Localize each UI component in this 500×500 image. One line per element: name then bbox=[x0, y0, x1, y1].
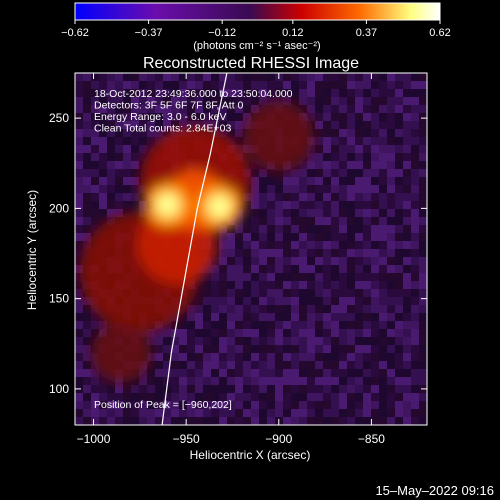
colorbar-tick-label: 0.12 bbox=[282, 27, 303, 39]
observation-info: 18-Oct-2012 23:49:36.000 to 23:50:04.000… bbox=[94, 88, 293, 135]
colorbar-tick-label: −0.62 bbox=[61, 27, 89, 39]
x-tick-label: −1000 bbox=[77, 432, 111, 446]
y-axis-ticks: 100 150 200 250 bbox=[49, 111, 427, 396]
x-axis-label: Heliocentric X (arcsec) bbox=[190, 448, 311, 462]
colorbar bbox=[74, 2, 441, 21]
heatmap bbox=[75, 73, 427, 425]
solar-limb-curve bbox=[161, 73, 228, 425]
info-line: 18-Oct-2012 23:49:36.000 to 23:50:04.000 bbox=[94, 88, 293, 100]
x-axis-ticks: −1000 −950 −900 −850 bbox=[77, 73, 385, 446]
info-line: Detectors: 3F 5F 6F 7F 8F, Att 0 bbox=[94, 100, 244, 112]
y-tick-label: 200 bbox=[49, 201, 69, 215]
colorbar-tick-label: 0.37 bbox=[356, 27, 377, 39]
y-tick-label: 100 bbox=[49, 382, 69, 396]
source-core bbox=[155, 192, 180, 217]
y-tick-label: 250 bbox=[49, 111, 69, 125]
y-tick-label: 150 bbox=[49, 292, 69, 306]
x-tick-label: −950 bbox=[173, 432, 200, 446]
source-core bbox=[207, 194, 232, 219]
colorbar-tick-label: −0.12 bbox=[208, 27, 236, 39]
info-line: Energy Range: 3.0 - 6.0 keV bbox=[94, 111, 227, 123]
x-tick-label: −900 bbox=[265, 432, 292, 446]
footer-timestamp: 15–May–2022 09:16 bbox=[375, 483, 494, 498]
colorbar-tick-label: −0.37 bbox=[135, 27, 163, 39]
colorbar-tick-label: 0.62 bbox=[429, 27, 450, 39]
colorbar-units: (photons cm⁻² s⁻¹ asec⁻²) bbox=[193, 40, 320, 52]
y-axis-label: Heliocentric Y (arcsec) bbox=[25, 190, 39, 310]
chart-title: Reconstructed RHESSI Image bbox=[143, 55, 359, 72]
info-line: Clean Total counts: 2.84E+03 bbox=[94, 123, 231, 135]
peak-position: Position of Peak = [−960,202] bbox=[94, 399, 232, 411]
colorbar-ticks: −0.62 −0.37 −0.12 0.12 0.37 0.62 bbox=[61, 20, 451, 39]
x-tick-label: −850 bbox=[358, 432, 385, 446]
plot-frame bbox=[74, 72, 428, 426]
